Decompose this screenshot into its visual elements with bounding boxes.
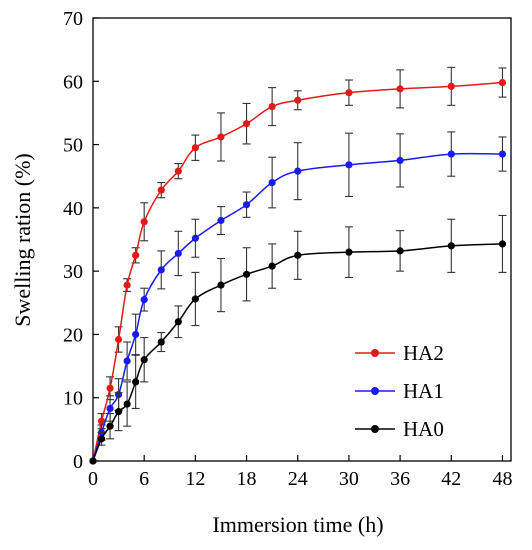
data-point	[447, 82, 455, 90]
data-point	[498, 150, 507, 158]
legend-marker	[371, 349, 379, 357]
data-point	[268, 262, 276, 270]
y-axis-title: Swelling ration (%)	[10, 153, 35, 327]
data-point	[498, 78, 507, 87]
series-layer	[89, 66, 507, 465]
data-point	[447, 150, 455, 158]
plot-area	[92, 17, 512, 462]
data-point	[123, 357, 131, 365]
data-point	[114, 408, 123, 416]
x-tick-label: 36	[390, 468, 410, 490]
data-point	[498, 240, 507, 248]
legend-label: HA2	[403, 341, 444, 365]
data-point	[97, 435, 106, 443]
y-tick-label: 30	[63, 261, 83, 283]
data-point	[140, 296, 148, 304]
x-tick-label: 12	[185, 468, 205, 490]
series-line	[92, 81, 503, 462]
plot-frame	[92, 17, 512, 462]
x-tick-label: 42	[441, 468, 461, 490]
y-tick-label: 60	[63, 71, 83, 93]
y-tick-label: 40	[63, 198, 83, 220]
data-point	[191, 144, 199, 152]
x-axis-ticks: 0 6 12 18 24 30 36 42 48	[88, 455, 512, 490]
legend-label: HA0	[403, 417, 444, 441]
legend: HA2 HA1 HA0	[355, 341, 444, 441]
x-axis-title: Immersion time (h)	[212, 512, 383, 537]
data-point	[217, 216, 225, 225]
x-tick-label: 6	[139, 468, 149, 490]
x-tick-label: 24	[288, 468, 308, 490]
data-point	[396, 156, 404, 164]
data-point	[132, 378, 140, 386]
data-point	[174, 249, 182, 258]
data-point	[217, 281, 225, 289]
series-ha1	[89, 131, 507, 465]
data-point	[174, 318, 182, 326]
data-point	[396, 247, 404, 255]
data-point	[114, 335, 123, 344]
x-tick-label: 18	[237, 468, 257, 490]
x-tick-label: 30	[339, 468, 359, 490]
data-point	[140, 356, 148, 364]
data-point	[447, 242, 455, 250]
data-point	[217, 133, 225, 141]
data-point	[106, 404, 114, 413]
data-point	[157, 266, 165, 274]
data-point	[123, 281, 131, 289]
legend-label: HA1	[403, 379, 444, 403]
data-point	[242, 120, 251, 128]
data-point	[191, 295, 199, 303]
data-point	[345, 89, 353, 97]
data-point	[242, 270, 251, 278]
data-point	[106, 384, 114, 392]
y-tick-label: 10	[63, 388, 83, 410]
data-point	[174, 167, 182, 175]
data-point	[294, 251, 302, 259]
data-point	[132, 251, 140, 259]
x-tick-label: 48	[492, 468, 512, 490]
data-point	[268, 178, 276, 187]
legend-marker	[371, 387, 379, 395]
y-tick-label: 50	[63, 135, 83, 157]
data-point	[123, 400, 131, 408]
x-tick-label: 0	[88, 468, 98, 490]
data-point	[268, 103, 276, 111]
data-point	[132, 330, 140, 339]
data-point	[294, 96, 302, 104]
data-point	[396, 85, 404, 93]
legend-marker	[371, 425, 379, 433]
data-point	[345, 161, 353, 169]
data-point	[242, 201, 251, 209]
series-ha0	[89, 214, 507, 465]
data-point	[157, 338, 165, 346]
y-axis-ticks: 0 10 20 30 40 50 60 70	[63, 8, 99, 473]
data-point	[89, 457, 97, 465]
data-point	[140, 218, 148, 226]
data-point	[345, 248, 353, 256]
data-point	[97, 417, 106, 425]
data-point	[106, 422, 114, 430]
data-point	[191, 234, 199, 242]
data-point	[157, 186, 165, 194]
data-point	[294, 167, 302, 175]
y-tick-label: 20	[63, 324, 83, 346]
y-tick-label: 70	[63, 8, 83, 30]
y-tick-label: 0	[73, 451, 83, 473]
